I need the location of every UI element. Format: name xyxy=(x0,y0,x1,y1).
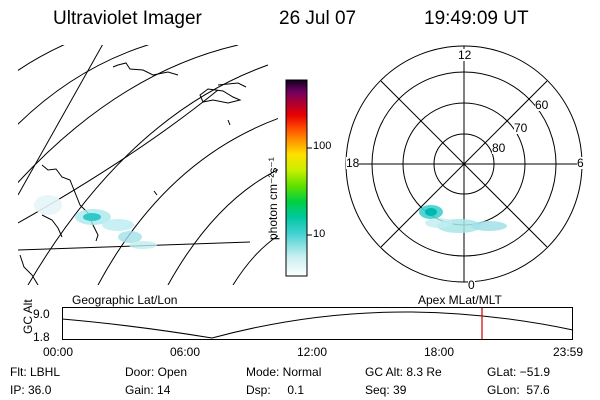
dsp-info: Dsp: 0.1 xyxy=(246,383,305,397)
mlt-label-12: 12 xyxy=(458,48,472,62)
colorbar-gradient xyxy=(285,79,308,277)
altitude-tick-1-8: 1.8 xyxy=(33,330,50,344)
time-tick-1800: 18:00 xyxy=(424,345,455,359)
lat-label-80: 80 xyxy=(492,141,506,155)
gain-info: Gain: 14 xyxy=(125,383,171,397)
altitude-plot xyxy=(62,307,574,340)
colorbar xyxy=(285,79,312,277)
ip-info: IP: 36.0 xyxy=(10,383,52,397)
glon-info: GLon: 57.6 xyxy=(487,383,550,397)
instrument-title: Ultraviolet Imager xyxy=(53,8,202,29)
altitude-curve xyxy=(62,311,574,339)
geographic-map xyxy=(18,45,278,285)
mode-info: Mode: Normal xyxy=(246,365,322,379)
gc-alt-info: GC Alt: 8.3 Re xyxy=(365,365,442,379)
colorbar-tick-100: 100 xyxy=(313,140,332,152)
aurora-emission-geo xyxy=(34,195,157,249)
observation-date: 26 Jul 07 xyxy=(279,8,357,29)
latitude-grid-lines xyxy=(18,45,278,285)
lat-label-70: 70 xyxy=(514,121,528,135)
mlt-label-0: 0 xyxy=(468,278,475,292)
aurora-emission-polar xyxy=(419,205,507,233)
colorbar-tick-10: 10 xyxy=(313,228,326,240)
mlt-line-diagonal-2 xyxy=(380,80,548,248)
time-tick-0600: 06:00 xyxy=(170,345,201,359)
time-tick-0000: 00:00 xyxy=(43,345,74,359)
time-tick-2359: 23:59 xyxy=(553,345,584,359)
mlt-label-18: 18 xyxy=(346,156,360,170)
geo-panel-caption: Geographic Lat/Lon xyxy=(72,293,178,307)
colorbar-unit-label: photon cm⁻²s⁻¹ xyxy=(266,157,280,240)
polar-panel-caption: Apex MLat/MLT xyxy=(418,293,502,307)
lat-label-60: 60 xyxy=(535,98,549,112)
coastlines xyxy=(19,62,247,285)
observation-time: 19:49:09 UT xyxy=(424,8,529,29)
polar-plot xyxy=(345,45,583,283)
door-info: Door: Open xyxy=(125,365,188,379)
seq-info: Seq: 39 xyxy=(365,383,407,397)
mlt-label-6: 6 xyxy=(577,156,584,170)
filter-info: Flt: LBHL xyxy=(10,365,61,379)
time-tick-1200: 12:00 xyxy=(297,345,328,359)
glat-info: GLat: −51.9 xyxy=(487,365,551,379)
altitude-tick-9: 9.0 xyxy=(33,307,50,321)
